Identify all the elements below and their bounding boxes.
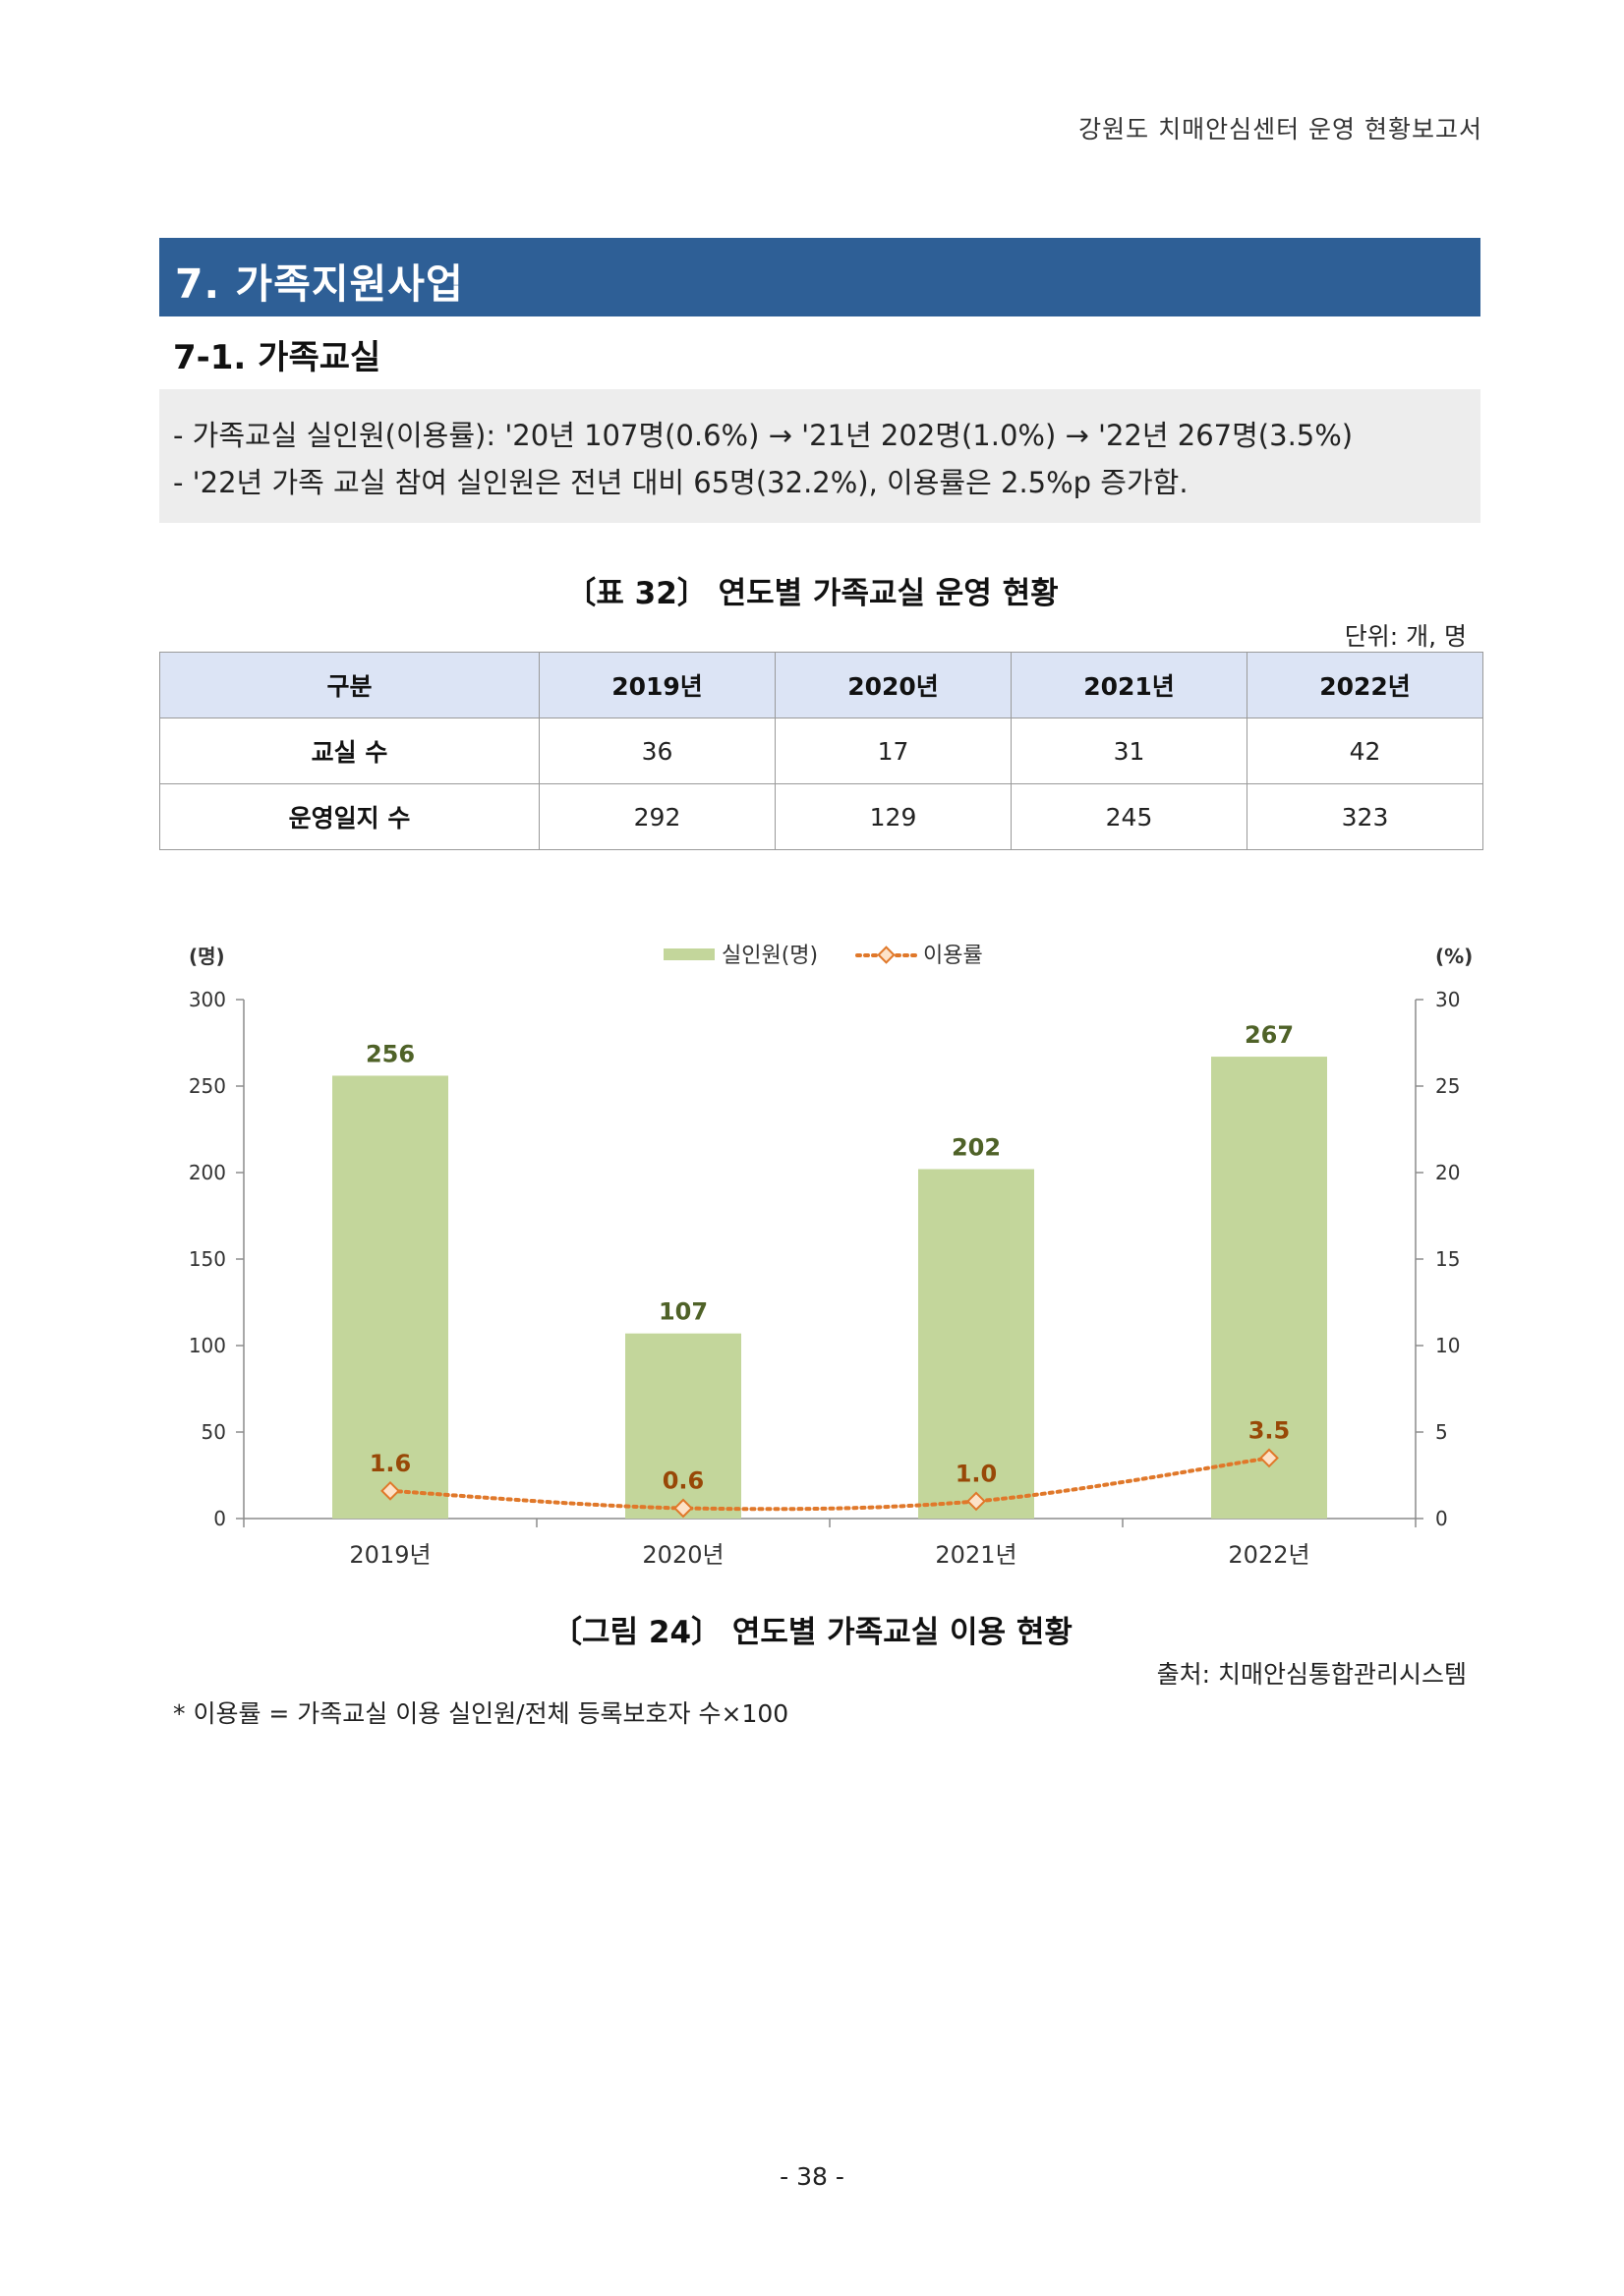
legend-line-marker <box>877 946 896 964</box>
table-cell: 17 <box>775 718 1012 784</box>
y-left-tick-label: 0 <box>213 1507 226 1530</box>
y-left-axis-label: (명) <box>189 945 225 968</box>
table-cell: 129 <box>775 783 1012 850</box>
table-header-cell: 2021년 <box>1011 652 1247 718</box>
bar <box>332 1075 448 1519</box>
bar-data-label: 202 <box>952 1133 1001 1161</box>
table-row: 운영일지 수 292 129 245 323 <box>159 783 1483 850</box>
summary-line-1: - 가족교실 실인원(이용률): '20년 107명(0.6%) → '21년 … <box>173 419 1354 452</box>
rate-point <box>1259 1448 1279 1468</box>
table-row-header: 교실 수 <box>159 718 540 784</box>
table-cell: 292 <box>539 783 776 850</box>
table-header-cell: 2022년 <box>1247 652 1483 718</box>
figure-note: * 이용률 = 가족교실 이용 실인원/전체 등록보호자 수×100 <box>173 1699 789 1728</box>
bar-data-label: 267 <box>1245 1021 1294 1049</box>
y-left-tick-label: 300 <box>189 988 226 1011</box>
section-title: 7. 가족지원사업 <box>175 260 464 308</box>
legend-bar-swatch <box>664 948 715 960</box>
bar-data-label: 256 <box>366 1040 415 1067</box>
y-left-tick-label: 250 <box>189 1074 226 1098</box>
table-caption: 〔표 32〕 연도별 가족교실 운영 현황 <box>565 576 1059 611</box>
subsection-title: 7-1. 가족교실 <box>173 338 381 377</box>
figure-source: 출처: 치매안심통합관리시스템 <box>1156 1660 1467 1689</box>
table-cell: 323 <box>1247 783 1483 850</box>
legend-bar-label: 실인원(명) <box>722 944 818 968</box>
y-left-tick-label: 50 <box>202 1420 226 1444</box>
y-right-tick-label: 20 <box>1435 1161 1460 1184</box>
summary-box <box>159 389 1480 523</box>
y-left-tick-label: 200 <box>189 1161 226 1184</box>
y-right-axis-label: (%) <box>1435 945 1473 968</box>
y-right-tick-label: 30 <box>1435 988 1460 1011</box>
table-row-header: 운영일지 수 <box>159 783 540 850</box>
figure-caption: 〔그림 24〕 연도별 가족교실 이용 현황 <box>551 1615 1073 1650</box>
usage-chart: 0 50 100 150 200 250 300 0 5 10 15 20 25 30 (명) (%) 2019… <box>189 944 1474 1569</box>
x-tick-label: 2021년 <box>935 1541 1016 1569</box>
rate-data-label: 1.0 <box>956 1460 998 1487</box>
y-right-tick-label: 10 <box>1435 1334 1460 1357</box>
table-cell: 42 <box>1247 718 1483 784</box>
rate-data-label: 1.6 <box>370 1450 412 1477</box>
x-tick-label: 2019년 <box>349 1541 431 1569</box>
legend-line-label: 이용률 <box>923 944 983 968</box>
y-left-tick-label: 100 <box>189 1334 226 1357</box>
y-right-tick-label: 25 <box>1435 1074 1460 1098</box>
rate-data-label: 0.6 <box>663 1466 705 1494</box>
bar <box>918 1169 1034 1519</box>
bar <box>625 1333 741 1519</box>
rate-line <box>388 1456 1271 1512</box>
x-tick-label: 2020년 <box>642 1541 724 1569</box>
x-tick-label: 2022년 <box>1228 1541 1309 1569</box>
table-header-row: 구분 2019년 2020년 2021년 2022년 <box>159 652 1483 718</box>
rate-data-label: 3.5 <box>1248 1416 1291 1444</box>
y-right-tick-label: 0 <box>1435 1507 1448 1530</box>
summary-line-2: - '22년 가족 교실 참여 실인원은 전년 대비 65명(32.2%), 이… <box>173 466 1189 499</box>
table-header-cell: 2019년 <box>539 652 776 718</box>
bar <box>1211 1057 1327 1519</box>
table-header-cell: 2020년 <box>775 652 1012 718</box>
section-title-bar <box>159 238 1480 316</box>
rate-point <box>380 1480 400 1501</box>
operation-table: 구분 2019년 2020년 2021년 2022년 교실 수 36 17 31… <box>159 652 1483 850</box>
table-header-cell: 구분 <box>159 652 540 718</box>
rate-point <box>966 1491 986 1512</box>
table-cell: 31 <box>1011 718 1247 784</box>
page-number: - 38 - <box>780 2162 844 2191</box>
y-left-tick-label: 150 <box>189 1247 226 1271</box>
bar-data-label: 107 <box>659 1298 708 1326</box>
table-unit: 단위: 개, 명 <box>1344 622 1467 651</box>
y-right-tick-label: 5 <box>1435 1420 1448 1444</box>
y-right-tick-label: 15 <box>1435 1247 1460 1271</box>
running-header: 강원도 치매안심센터 운영 현황보고서 <box>1078 115 1482 144</box>
table-cell: 245 <box>1011 783 1247 850</box>
table-cell: 36 <box>539 718 776 784</box>
rate-point <box>673 1498 693 1519</box>
table-row: 교실 수 36 17 31 42 <box>159 718 1483 784</box>
